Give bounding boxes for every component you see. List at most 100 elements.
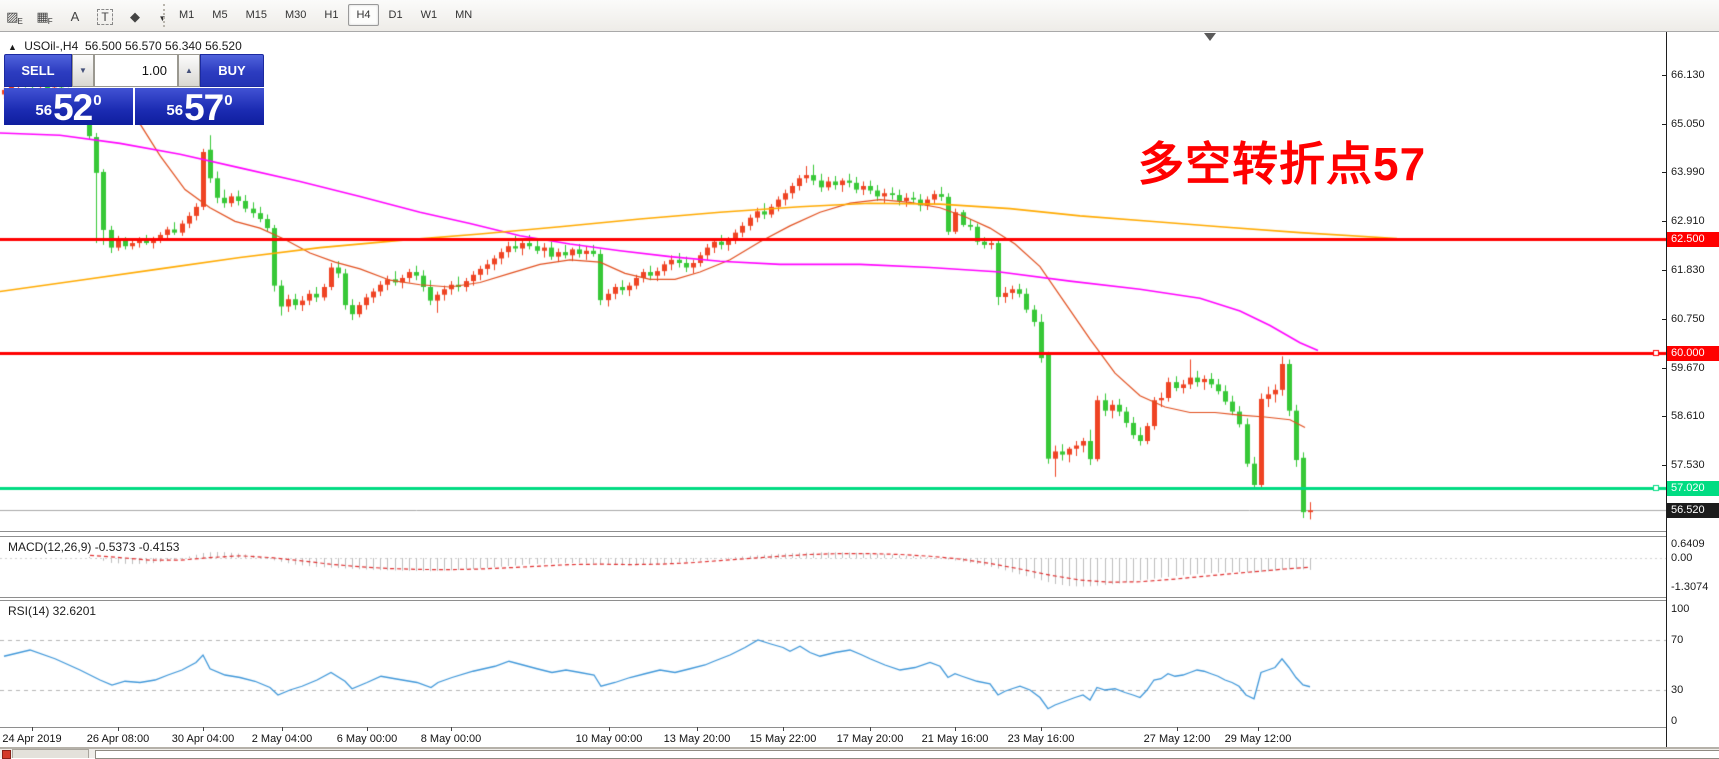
price-axis-label: 63.990: [1671, 166, 1705, 178]
timeframe-m5[interactable]: M5: [212, 9, 228, 21]
shapes-dropdown-caret[interactable]: ▼: [158, 13, 167, 23]
date-axis-label: 30 Apr 04:00: [171, 733, 235, 745]
date-axis-label: 23 May 16:00: [1007, 733, 1075, 745]
price-axis-label: 66.130: [1671, 69, 1705, 81]
volume-increase-button[interactable]: ▲: [178, 54, 200, 87]
chart-text-annotation[interactable]: 多空转折点57: [1138, 138, 1427, 190]
window-tab-icon: [2, 750, 11, 759]
price-axis-label: 60.750: [1671, 313, 1705, 325]
macd-pane-top-border: [0, 536, 1666, 537]
price-axis-tick: [1662, 465, 1666, 466]
bid-pip: 0: [93, 92, 102, 109]
macd-axis-label: 0.00: [1671, 552, 1693, 564]
price-axis-border: [1666, 32, 1667, 747]
date-axis-tick: [1041, 727, 1042, 731]
timeframe-m15[interactable]: M15: [245, 9, 267, 21]
price-axis-label: 58.610: [1671, 410, 1705, 422]
rsi-indicator-label: RSI(14) 32.6201: [8, 604, 97, 618]
hline-price-label: 62.500: [1667, 232, 1719, 247]
price-axis-tick: [1662, 270, 1666, 271]
price-axis-label: 59.670: [1671, 362, 1705, 374]
rsi-axis-label: 0: [1671, 715, 1678, 727]
price-axis-tick: [1662, 221, 1666, 222]
price-axis-tick: [1662, 75, 1666, 76]
volume-decrease-button[interactable]: ▼: [72, 54, 94, 87]
macd-axis-label: -1.3074: [1671, 581, 1709, 593]
price-axis-label: 61.830: [1671, 264, 1705, 276]
rsi-pane-top-border: [0, 600, 1666, 601]
timeframe-h1[interactable]: H1: [324, 9, 339, 21]
date-axis-tick: [1258, 727, 1259, 731]
timeframe-w1[interactable]: W1: [420, 9, 438, 21]
chart-shift-marker[interactable]: [1204, 33, 1216, 41]
macd-indicator-label: MACD(12,26,9) -0.5373 -0.4153: [8, 540, 180, 554]
date-axis-tick: [609, 727, 610, 731]
macd-pane-bottom-border[interactable]: [0, 597, 1666, 598]
ask-handle: 56: [166, 102, 184, 119]
timeframe-m30[interactable]: M30: [284, 9, 307, 21]
date-axis-label: 21 May 16:00: [921, 733, 989, 745]
pane-splitter[interactable]: [0, 531, 1666, 532]
date-axis-tick: [451, 727, 452, 731]
price-axis-tick: [1662, 319, 1666, 320]
buy-button[interactable]: BUY: [200, 54, 264, 87]
drawing-tools-group: ▨ E ▦ F A T ◆: [0, 8, 150, 26]
rsi-axis-label: 30: [1671, 684, 1684, 696]
price-axis-tick: [1662, 368, 1666, 369]
date-axis-label: 6 May 00:00: [336, 733, 398, 745]
bid-price-box[interactable]: 56 52 0: [4, 87, 133, 128]
price-axis-tick: [1662, 124, 1666, 125]
ask-main: 57: [184, 87, 224, 128]
hline-price-label: 60.000: [1667, 346, 1719, 361]
timeframe-h4[interactable]: H4: [348, 4, 379, 26]
date-axis-tick: [955, 727, 956, 731]
macd-axis-label: 0.6409: [1671, 538, 1705, 550]
shapes-icon[interactable]: ◆: [130, 8, 140, 24]
draw-channel-icon[interactable]: ▨ E: [6, 8, 23, 27]
collapse-panel-icon[interactable]: ▲: [8, 42, 17, 52]
date-axis-label: 24 Apr 2019: [2, 733, 62, 745]
timeframe-mn[interactable]: MN: [455, 9, 473, 21]
current-price-label: 56.520: [1667, 503, 1719, 518]
date-axis-label: 10 May 00:00: [575, 733, 643, 745]
price-axis-label: 57.530: [1671, 459, 1705, 471]
rsi-axis-label: 100: [1671, 603, 1690, 615]
date-axis-label: 29 May 12:00: [1224, 733, 1292, 745]
price-axis-label: 62.910: [1671, 215, 1705, 227]
window-tab[interactable]: [12, 749, 89, 758]
text-label-icon[interactable]: T: [91, 4, 119, 30]
rsi-canvas[interactable]: [0, 601, 1666, 727]
price-axis-label: 65.050: [1671, 118, 1705, 130]
date-axis-tick: [697, 727, 698, 731]
symbol-period-label: USOil-,H4: [24, 39, 79, 53]
bid-main: 52: [53, 87, 93, 128]
date-axis-label: 2 May 04:00: [251, 733, 313, 745]
fibonacci-icon[interactable]: ▦ F: [36, 8, 53, 27]
date-axis-bottom-border: [0, 747, 1719, 748]
date-axis-tick: [32, 727, 33, 731]
price-chart-canvas[interactable]: [0, 32, 1666, 532]
date-axis-label: 27 May 12:00: [1143, 733, 1211, 745]
date-axis-tick: [282, 727, 283, 731]
timeframe-d1[interactable]: D1: [388, 9, 403, 21]
date-axis-label: 15 May 22:00: [749, 733, 817, 745]
ohlc-values: 56.500 56.570 56.340 56.520: [84, 39, 242, 53]
date-axis-tick: [118, 727, 119, 731]
macd-canvas[interactable]: [0, 537, 1666, 597]
ask-price-box[interactable]: 56 57 0: [135, 87, 264, 128]
sell-button[interactable]: SELL: [4, 54, 72, 87]
one-click-trade-panel: SELL ▼ 1.00 ▲ BUY 56 52 0 56 57 0: [4, 54, 264, 128]
minimized-window-bar[interactable]: [95, 750, 1719, 759]
toolbar-separator: [163, 4, 170, 27]
timeframe-m1[interactable]: M1: [179, 9, 195, 21]
rsi-pane-bottom-border: [0, 727, 1666, 728]
date-axis-label: 26 Apr 08:00: [86, 733, 150, 745]
bid-handle: 56: [35, 102, 53, 119]
date-axis-label: 8 May 00:00: [420, 733, 482, 745]
text-icon[interactable]: A: [70, 8, 80, 24]
price-axis-tick: [1662, 172, 1666, 173]
volume-input[interactable]: 1.00: [94, 54, 178, 87]
ask-pip: 0: [224, 92, 233, 109]
hline-price-label: 57.020: [1667, 481, 1719, 496]
